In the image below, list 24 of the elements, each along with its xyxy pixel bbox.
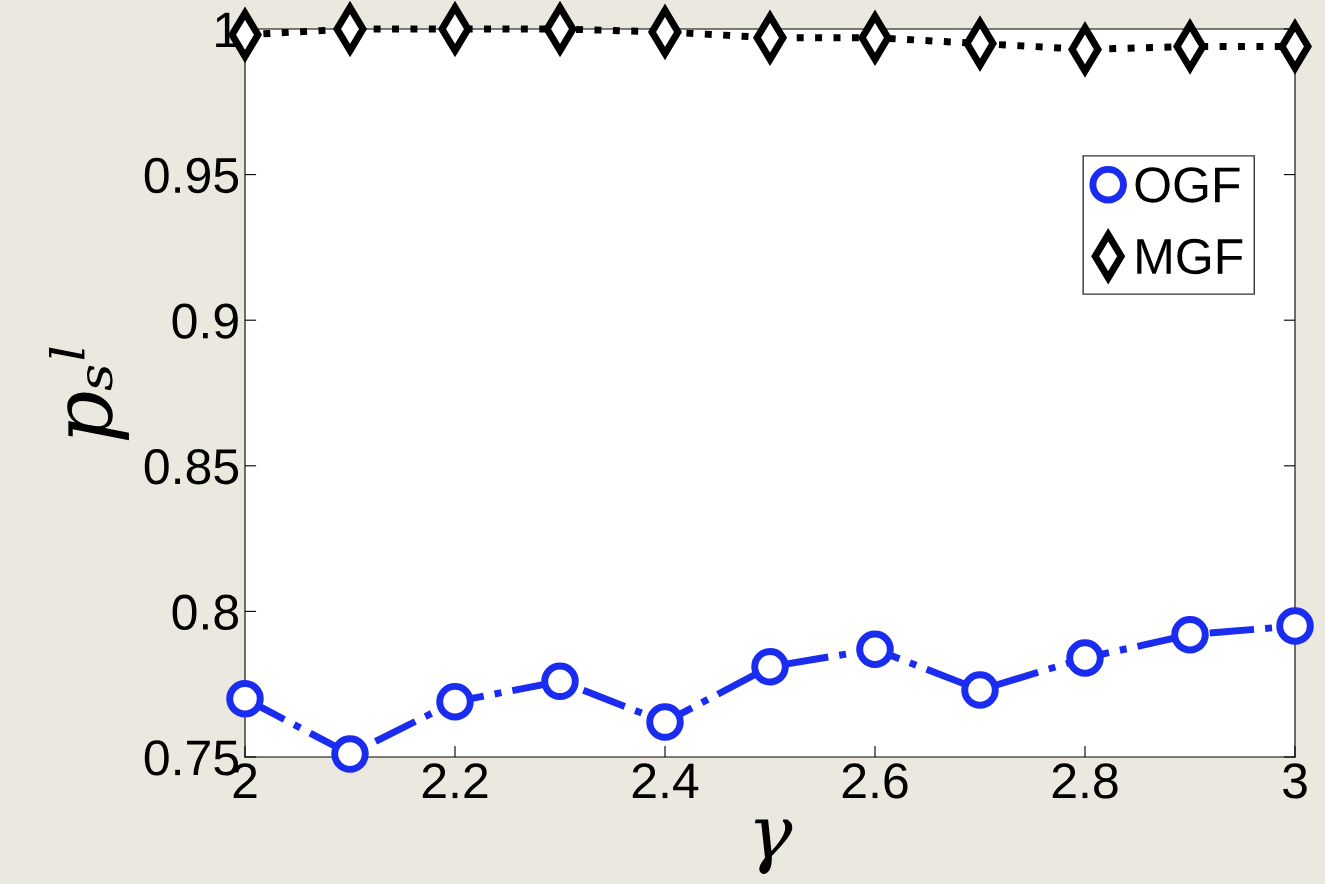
x-tick-label: 3: [1283, 763, 1307, 799]
y-axis-title: pₛˡ: [49, 347, 129, 441]
point: [226, 680, 264, 718]
point: [1276, 607, 1314, 645]
point: [541, 662, 579, 701]
point: [436, 682, 474, 721]
x-tick-label: 2.2: [422, 763, 488, 799]
y-tick-label: 0.95: [144, 157, 239, 194]
point: [646, 703, 684, 741]
x-tick-label: 2.6: [842, 763, 908, 799]
point: [751, 647, 789, 686]
point: [331, 735, 369, 773]
y-tick-label: 0.8: [172, 594, 238, 631]
point: [1171, 615, 1209, 654]
y-tick-label: 0.85: [144, 449, 239, 485]
x-axis-title: γ: [754, 819, 793, 875]
x-tick-label: 2.4: [632, 763, 699, 799]
legend-label: OGF: [1135, 167, 1240, 203]
y-tick-label: 0.9: [172, 303, 238, 339]
legend-label: MGF: [1137, 238, 1243, 275]
x-tick-label: 2.8: [1052, 763, 1118, 799]
point: [961, 671, 999, 709]
point: [1066, 639, 1104, 677]
point: [856, 630, 894, 668]
